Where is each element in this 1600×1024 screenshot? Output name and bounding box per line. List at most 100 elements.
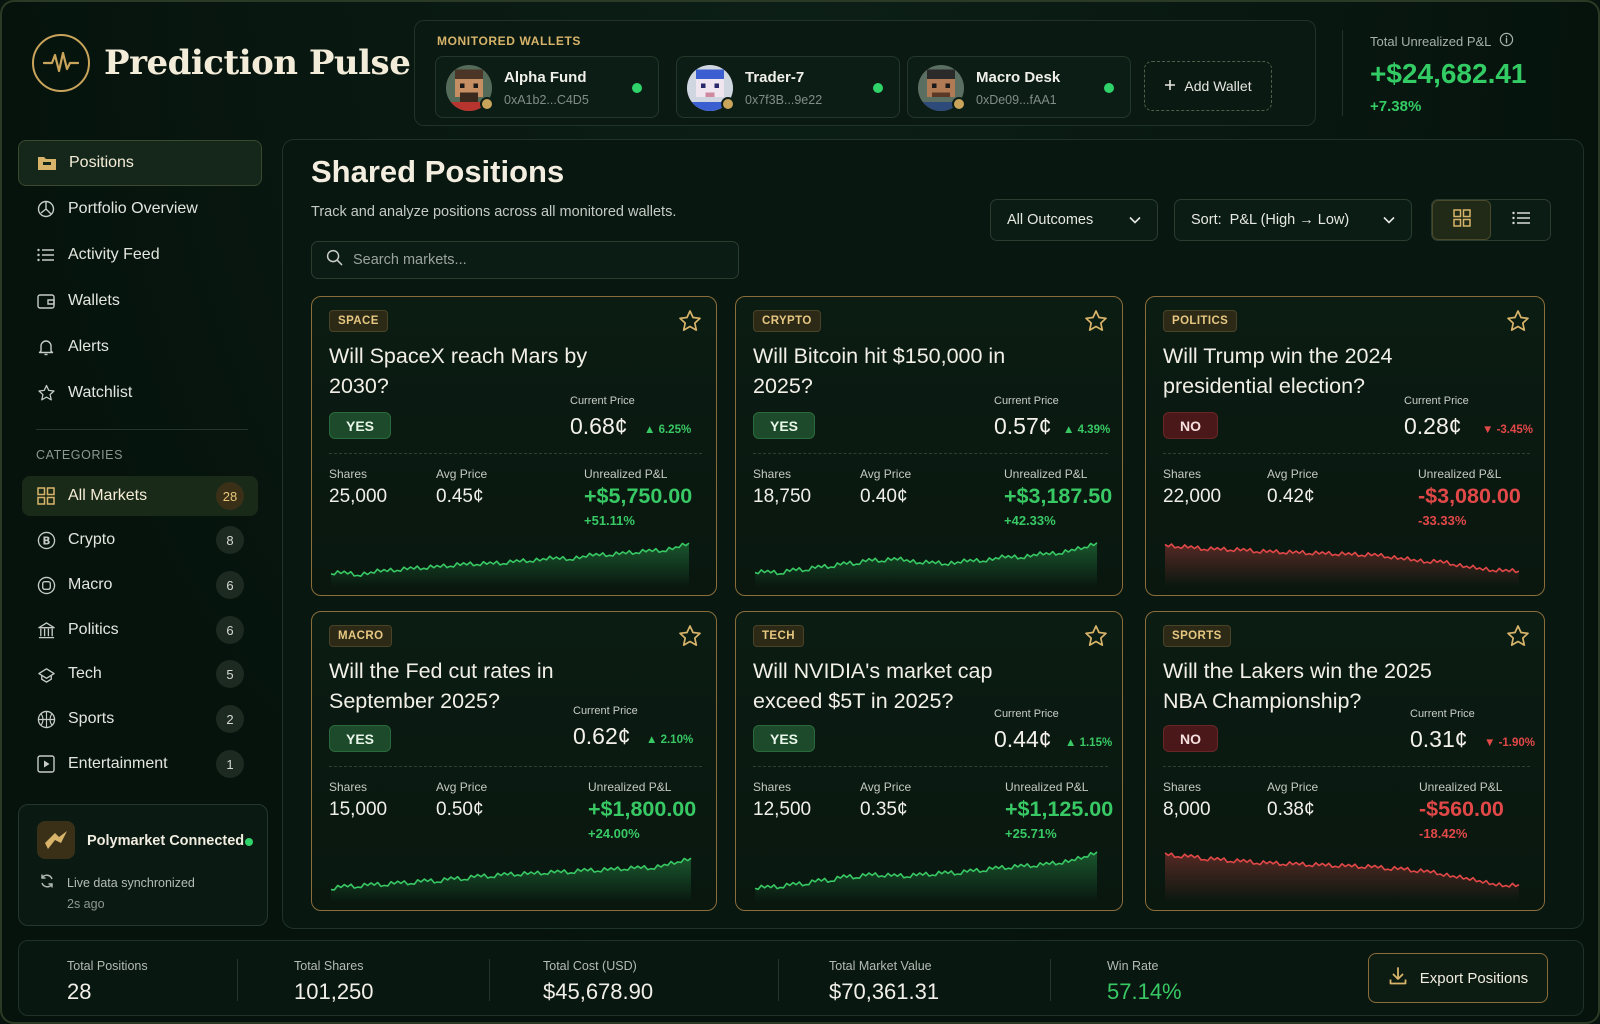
shares-value: 8,000 bbox=[1163, 799, 1211, 820]
grid-view-button[interactable] bbox=[1432, 200, 1492, 240]
sparkline-line bbox=[1164, 852, 1520, 888]
current-price-label: Current Price bbox=[994, 708, 1059, 720]
nav-label: Watchlist bbox=[68, 384, 133, 401]
category-tech[interactable]: Tech 5 bbox=[22, 654, 258, 694]
ball-icon bbox=[36, 709, 56, 729]
wallet-card-alpha-fund[interactable]: Alpha Fund 0xA1b2...C4D5 bbox=[435, 56, 659, 118]
wallet-card-trader-7[interactable]: Trader-7 0x7f3B...9e22 bbox=[676, 56, 900, 118]
wallet-name: Trader-7 bbox=[745, 69, 805, 86]
category-sports[interactable]: Sports 2 bbox=[22, 699, 258, 739]
category-label: All Markets bbox=[68, 487, 148, 504]
online-status-icon bbox=[1104, 83, 1114, 93]
unrealized-pnl: +$3,187.50 bbox=[1004, 484, 1113, 508]
stat-label: Total Cost (USD) bbox=[543, 959, 637, 973]
sparkline-area bbox=[331, 543, 689, 587]
divider bbox=[1163, 766, 1530, 767]
current-price-label: Current Price bbox=[570, 395, 635, 407]
stat-divider bbox=[1050, 959, 1051, 1001]
sort-dropdown[interactable]: Sort: P&L (High → Low) bbox=[1174, 199, 1412, 241]
sync-label: Live data synchronized bbox=[67, 875, 195, 890]
stat-divider bbox=[237, 959, 238, 1001]
avg-price-label: Avg Price bbox=[1267, 467, 1319, 481]
unrealized-pnl-label: Unrealized P&L bbox=[584, 467, 668, 481]
sparkline-area bbox=[331, 858, 691, 902]
nav-label: Alerts bbox=[68, 338, 109, 355]
unrealized-pnl-pct: +42.33% bbox=[1004, 513, 1056, 528]
category-tag: SPACE bbox=[329, 310, 388, 332]
position-card[interactable]: POLITICS Will Trump win the 2024 preside… bbox=[1145, 296, 1545, 596]
list-view-button[interactable] bbox=[1491, 200, 1550, 240]
download-icon bbox=[1388, 966, 1408, 990]
price-change: ▼ -3.45% bbox=[1482, 424, 1534, 436]
sparkline-area bbox=[1165, 544, 1519, 587]
brand[interactable]: Prediction Pulse bbox=[32, 34, 411, 92]
unrealized-pnl: +$5,750.00 bbox=[584, 484, 693, 508]
info-icon[interactable] bbox=[1499, 32, 1514, 50]
category-tag: SPORTS bbox=[1163, 625, 1231, 647]
price-change: ▼ -1.90% bbox=[1484, 737, 1536, 749]
add-wallet-button[interactable]: Add Wallet bbox=[1144, 61, 1272, 111]
shares-label: Shares bbox=[1163, 780, 1202, 794]
unrealized-pnl-label: Unrealized P&L bbox=[1005, 780, 1089, 794]
category-count: 5 bbox=[216, 660, 244, 688]
category-macro[interactable]: Macro 6 bbox=[22, 565, 258, 605]
position-card[interactable]: SPACE Will SpaceX reach Mars by 2030? YE… bbox=[311, 296, 717, 596]
wallet-card-macro-desk[interactable]: Macro Desk 0xDe09...fAA1 bbox=[907, 56, 1131, 118]
shares-value: 15,000 bbox=[329, 799, 388, 820]
outcome-badge: NO bbox=[1163, 412, 1218, 439]
nav-item-wallets[interactable]: Wallets bbox=[18, 278, 262, 324]
sparkline-area bbox=[755, 542, 1097, 587]
star-icon[interactable] bbox=[1506, 624, 1530, 653]
stat-label: Total Shares bbox=[294, 959, 364, 973]
total-pnl-change: +7.38% bbox=[1370, 98, 1422, 115]
category-politics[interactable]: Politics 6 bbox=[22, 610, 258, 650]
nav-item-portfolio-overview[interactable]: Portfolio Overview bbox=[18, 186, 262, 232]
nav-item-activity-feed[interactable]: Activity Feed bbox=[18, 232, 262, 278]
shares-value: 22,000 bbox=[1163, 486, 1222, 507]
avg-price-value: 0.40¢ bbox=[860, 486, 908, 507]
nav-item-alerts[interactable]: Alerts bbox=[18, 324, 262, 370]
polymarket-logo-icon bbox=[37, 821, 75, 859]
star-icon[interactable] bbox=[1506, 309, 1530, 338]
divider bbox=[329, 453, 702, 454]
search-box[interactable] bbox=[311, 241, 739, 279]
outcome-filter-dropdown[interactable]: All Outcomes bbox=[990, 199, 1158, 241]
stat-label: Total Positions bbox=[67, 959, 148, 973]
price-change: ▲ 4.39% bbox=[1063, 424, 1111, 436]
unrealized-pnl-label: Unrealized P&L bbox=[588, 780, 672, 794]
position-card[interactable]: MACRO Will the Fed cut rates in Septembe… bbox=[311, 611, 717, 911]
category-tag: TECH bbox=[753, 625, 804, 647]
nav-label: Positions bbox=[69, 154, 134, 171]
nav-item-watchlist[interactable]: Watchlist bbox=[18, 370, 262, 416]
star-icon[interactable] bbox=[1084, 624, 1108, 653]
wallet-address: 0xDe09...fAA1 bbox=[976, 93, 1057, 107]
category-entertainment[interactable]: Entertainment 1 bbox=[22, 744, 258, 784]
avg-price-label: Avg Price bbox=[436, 467, 488, 481]
sort-label: Sort: P&L (High → Low) bbox=[1191, 212, 1350, 228]
add-wallet-label: Add Wallet bbox=[1184, 78, 1252, 94]
nav-item-positions[interactable]: Positions bbox=[18, 140, 262, 186]
sparkline-chart bbox=[1164, 543, 1520, 587]
sparkline-line bbox=[330, 857, 692, 891]
star-icon[interactable] bbox=[1084, 309, 1108, 338]
search-input[interactable] bbox=[353, 252, 723, 268]
export-positions-button[interactable]: Export Positions bbox=[1368, 953, 1548, 1003]
connected-status-icon bbox=[245, 838, 253, 846]
category-crypto[interactable]: B Crypto 8 bbox=[22, 520, 258, 560]
category-all-markets[interactable]: All Markets 28 bbox=[22, 476, 258, 516]
current-price: 0.44¢ bbox=[994, 726, 1052, 752]
category-tag: POLITICS bbox=[1163, 310, 1238, 332]
star-icon[interactable] bbox=[678, 624, 702, 653]
market-question: Will Bitcoin hit $150,000 in 2025? bbox=[753, 344, 1006, 398]
shares-label: Shares bbox=[1163, 467, 1202, 481]
wallets-title: MONITORED WALLETS bbox=[437, 34, 581, 48]
avg-price-value: 0.45¢ bbox=[436, 486, 484, 507]
summary-stats-bar: Total Positions 28 Total Shares 101,250 … bbox=[18, 940, 1584, 1016]
position-card[interactable]: TECH Will NVIDIA's market cap exceed $5T… bbox=[735, 611, 1123, 911]
shares-value: 25,000 bbox=[329, 486, 388, 507]
outcome-badge: NO bbox=[1163, 725, 1218, 752]
star-icon[interactable] bbox=[678, 309, 702, 338]
unrealized-pnl-pct: +51.11% bbox=[584, 513, 635, 528]
position-card[interactable]: SPORTS Will the Lakers win the 2025 NBA … bbox=[1145, 611, 1545, 911]
position-card[interactable]: CRYPTO Will Bitcoin hit $150,000 in 2025… bbox=[735, 296, 1123, 596]
